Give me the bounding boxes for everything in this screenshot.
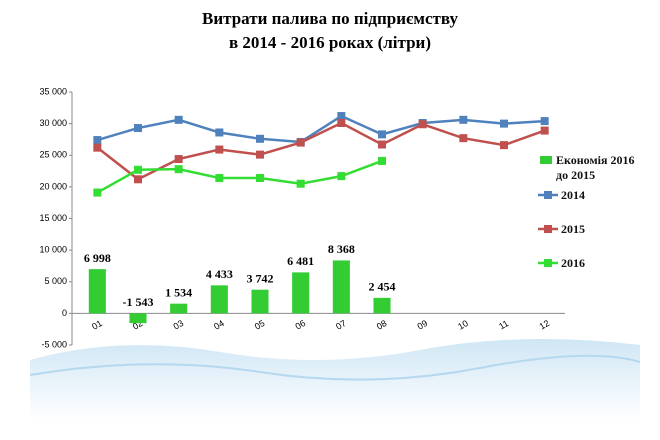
marker [93, 188, 102, 197]
marker [134, 165, 142, 174]
marker [378, 156, 386, 165]
y-tick-label: 20 000 [39, 181, 67, 191]
y-tick-label: -5 000 [41, 339, 67, 349]
y-tick-label: 35 000 [39, 86, 67, 96]
marker [378, 140, 386, 149]
marker [256, 150, 264, 159]
legend-label: Економія 2016 до 2015 [556, 153, 635, 182]
marker [337, 172, 346, 181]
marker [174, 115, 183, 124]
data-label: 8 368 [328, 242, 355, 256]
x-tick-label: 03 [172, 318, 186, 332]
marker [134, 124, 142, 133]
marker [459, 115, 468, 124]
marker [93, 136, 102, 145]
marker [296, 138, 305, 147]
chart-subtitle: в 2014 - 2016 роках (літри) [229, 33, 431, 52]
legend-swatch [540, 156, 552, 164]
x-tick-label: 04 [212, 318, 226, 332]
bar [170, 303, 188, 314]
bar [251, 289, 269, 314]
bar [129, 313, 147, 324]
data-label: 6 998 [84, 251, 111, 265]
marker [215, 145, 224, 154]
data-label: 6 481 [287, 254, 314, 268]
marker [459, 134, 468, 143]
y-tick-label: 0 [62, 308, 67, 318]
y-tick-label: 25 000 [39, 150, 67, 160]
marker [256, 174, 264, 183]
wave [29, 354, 641, 381]
legend-marker [544, 225, 552, 233]
y-tick-label: 10 000 [39, 245, 67, 255]
data-label: 3 742 [247, 271, 274, 285]
marker [174, 155, 183, 164]
marker [500, 119, 508, 128]
line [96, 159, 383, 194]
bar [332, 260, 350, 314]
line [96, 121, 546, 181]
marker [540, 117, 549, 126]
x-tick-label: 05 [253, 318, 267, 332]
marker [256, 134, 264, 143]
marker [418, 120, 427, 129]
x-tick-label: 12 [538, 318, 552, 332]
marker [215, 128, 224, 137]
marker [337, 112, 346, 121]
marker [296, 179, 305, 188]
x-tick-label: 07 [334, 318, 348, 332]
x-tick-label: 06 [294, 318, 308, 332]
data-label: 1 534 [165, 285, 192, 299]
chart-title: Витрати палива по підприємству [202, 9, 458, 28]
legend-label: 2016 [561, 256, 585, 270]
marker [337, 118, 346, 127]
x-tick-label: 08 [375, 318, 389, 332]
marker [378, 130, 386, 139]
line [96, 114, 545, 144]
legend-marker [544, 191, 552, 199]
marker [215, 174, 224, 183]
x-tick-label: 01 [90, 318, 104, 332]
bar [88, 269, 106, 314]
marker [174, 165, 183, 174]
legend-label: 2014 [561, 188, 585, 202]
legend-marker [544, 259, 552, 267]
data-label: 2 454 [369, 280, 396, 294]
data-label: 4 433 [206, 267, 233, 281]
data-label: -1 543 [123, 295, 154, 309]
bar [292, 272, 310, 314]
marker [500, 141, 508, 150]
y-tick-label: 15 000 [39, 213, 67, 223]
y-tick-label: 5 000 [44, 276, 67, 286]
marker [93, 143, 102, 152]
bar [210, 285, 228, 314]
bar [373, 297, 391, 314]
marker [540, 126, 549, 135]
x-tick-label: 10 [456, 318, 470, 332]
y-tick-label: 30 000 [39, 118, 67, 128]
marker [134, 175, 142, 184]
x-tick-label: 09 [416, 318, 430, 332]
x-tick-label: 11 [497, 318, 510, 331]
legend-label: 2015 [561, 222, 585, 236]
